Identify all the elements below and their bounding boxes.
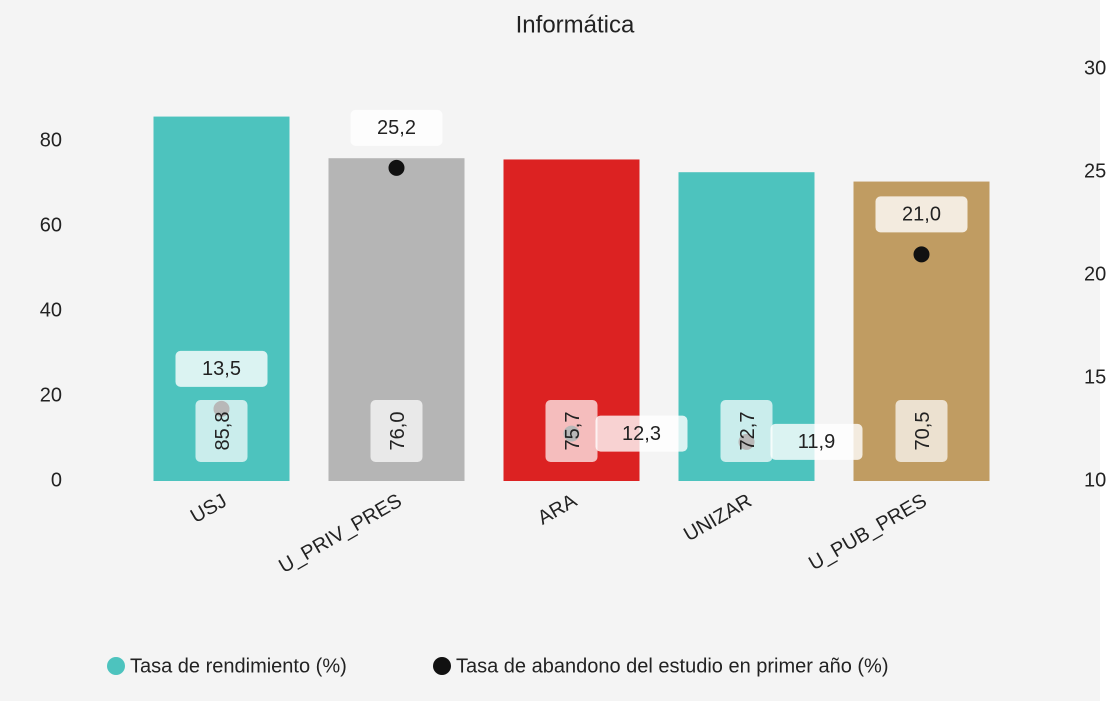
y-tick-label: 40 <box>40 299 62 321</box>
label-box <box>545 400 598 462</box>
dot-value-label: 21,0 <box>902 204 941 226</box>
bar-value-label: 75,7 <box>562 412 584 451</box>
dot <box>388 159 405 176</box>
y-tick-label: 0 <box>51 469 62 491</box>
dot-value-label: 25,2 <box>377 117 416 139</box>
label-box <box>370 400 423 462</box>
y-tick-label: 80 <box>40 129 62 151</box>
y-tick-label: 20 <box>40 384 62 406</box>
y2-tick-label: 20 <box>1084 263 1106 285</box>
y2-tick-label: 30 <box>1084 57 1106 79</box>
label-box <box>770 423 863 460</box>
label-box <box>595 415 688 452</box>
dot-value-label: 12,3 <box>622 423 661 445</box>
bar-value-label: 85,8 <box>212 412 234 451</box>
label-box <box>895 400 948 462</box>
legend-label: Tasa de rendimiento (%) <box>130 655 347 677</box>
legend-swatch <box>107 657 125 675</box>
bar-value-label: 72,7 <box>737 412 759 451</box>
bar-value-label: 76,0 <box>387 412 409 451</box>
label-box <box>875 196 968 233</box>
legend-label: Tasa de abandono del estudio en primer a… <box>456 655 889 677</box>
label-box <box>720 400 773 462</box>
dot-value-label: 11,9 <box>798 431 835 453</box>
label-box <box>175 350 268 387</box>
label-box <box>350 109 443 146</box>
y2-tick-label: 15 <box>1084 366 1106 388</box>
dot <box>913 246 930 263</box>
bar-value-label: 70,5 <box>912 412 934 451</box>
y2-tick-label: 25 <box>1084 160 1106 182</box>
label-box <box>195 400 248 462</box>
legend-swatch <box>433 657 451 675</box>
y-tick-label: 60 <box>40 214 62 236</box>
dot-value-label: 13,5 <box>202 358 241 380</box>
chart-title: Informática <box>516 11 635 38</box>
y2-tick-label: 10 <box>1084 469 1106 491</box>
